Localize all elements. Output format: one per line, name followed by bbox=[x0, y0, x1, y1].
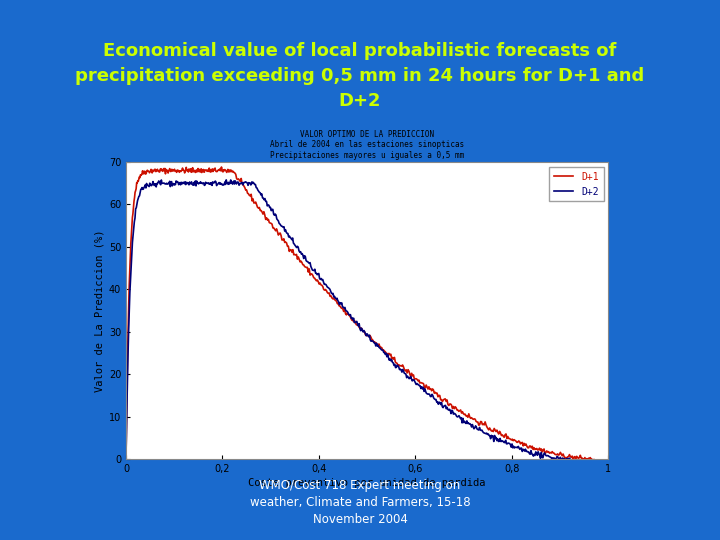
Text: WMO/Cost 718 Expert meeting on
weather, Climate and Farmers, 15-18
November 2004: WMO/Cost 718 Expert meeting on weather, … bbox=[250, 478, 470, 526]
D+2 bbox=[161, 181, 169, 187]
X-axis label: Coste preventivo por unidad de perdida: Coste preventivo por unidad de perdida bbox=[248, 478, 486, 488]
D+2 bbox=[565, 455, 574, 462]
D+2 bbox=[340, 305, 348, 312]
D+1 bbox=[331, 298, 340, 304]
Text: Economical value of local probabilistic forecasts of
precipitation exceeding 0,5: Economical value of local probabilistic … bbox=[76, 42, 644, 110]
D+1 bbox=[122, 455, 130, 462]
D+1 bbox=[189, 168, 198, 174]
D+1 bbox=[140, 170, 149, 177]
D+1 bbox=[154, 167, 163, 174]
D+2 bbox=[371, 340, 379, 346]
D+2 bbox=[563, 458, 572, 464]
D+2 bbox=[203, 180, 212, 186]
D+2 bbox=[222, 177, 230, 183]
Title: VALOR OPTIMO DE LA PREDICCION
Abril de 2004 en las estaciones sinopticas
Precipi: VALOR OPTIMO DE LA PREDICCION Abril de 2… bbox=[270, 130, 464, 160]
D+1 bbox=[590, 456, 598, 463]
D+1 bbox=[451, 403, 459, 410]
Legend: D+1, D+2: D+1, D+2 bbox=[549, 167, 603, 201]
D+1 bbox=[366, 334, 375, 340]
D+2 bbox=[144, 183, 153, 189]
Line: D+1: D+1 bbox=[126, 167, 594, 460]
Y-axis label: Valor de La Prediccion (%): Valor de La Prediccion (%) bbox=[94, 230, 104, 392]
Line: D+2: D+2 bbox=[126, 180, 570, 461]
D+2 bbox=[444, 407, 453, 413]
D+1 bbox=[589, 457, 598, 463]
D+1 bbox=[217, 164, 226, 170]
D+2 bbox=[122, 455, 130, 462]
